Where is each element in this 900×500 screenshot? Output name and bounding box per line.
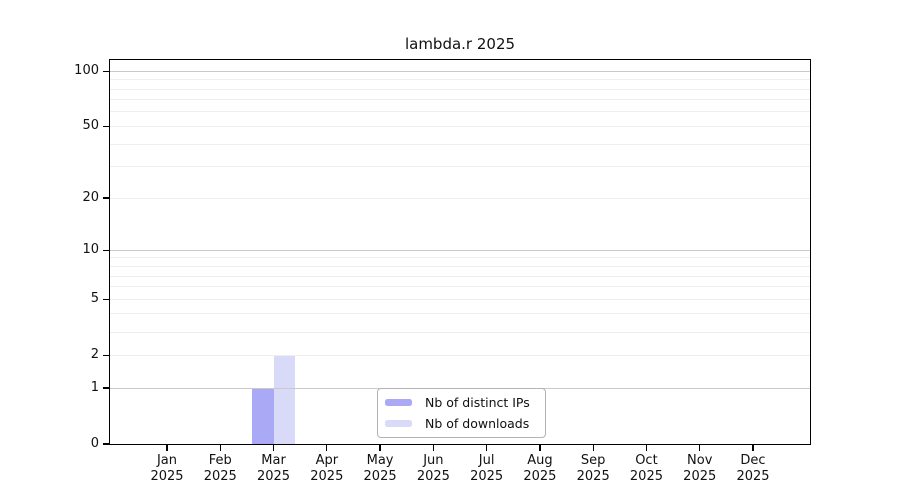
x-tick-label-sep-2025: Sep 2025 — [576, 453, 610, 484]
gridline-50 — [110, 125, 810, 127]
y-tick-50 — [103, 125, 109, 128]
x-tick-label-aug-2025: Aug 2025 — [523, 453, 557, 484]
x-tick-label-may-2025: May 2025 — [363, 453, 397, 484]
gridline-90 — [110, 79, 810, 81]
x-tick-mar-2025 — [272, 445, 275, 451]
gridline-10 — [110, 249, 810, 251]
x-tick-label-feb-2025: Feb 2025 — [203, 453, 237, 484]
x-tick-label-jun-2025: Jun 2025 — [416, 453, 450, 484]
x-tick-label-apr-2025: Apr 2025 — [310, 453, 344, 484]
y-tick-1 — [103, 387, 109, 389]
legend-label-downloads: Nb of downloads — [425, 416, 530, 431]
legend-label-distinct-ips: Nb of distinct IPs — [425, 395, 530, 410]
chart-title: lambda.r 2025 — [404, 35, 516, 53]
gridline-60 — [110, 111, 810, 113]
y-tick-label-50: 50 — [82, 118, 99, 134]
gridline-4 — [110, 313, 810, 315]
y-tick-10 — [103, 249, 109, 251]
gridline-40 — [110, 143, 810, 145]
x-tick-jan-2025 — [166, 445, 168, 451]
gridline-9 — [110, 257, 810, 259]
x-tick-apr-2025 — [326, 445, 328, 451]
y-tick-20 — [103, 197, 109, 199]
x-tick-feb-2025 — [219, 445, 221, 451]
y-tick-label-100: 100 — [74, 63, 99, 79]
x-tick-may-2025 — [379, 445, 381, 451]
x-tick-jul-2025 — [485, 445, 488, 451]
x-tick-aug-2025 — [539, 445, 541, 451]
gridline-2 — [110, 354, 810, 356]
x-tick-label-jan-2025: Jan 2025 — [150, 453, 184, 484]
x-tick-oct-2025 — [645, 445, 648, 451]
y-tick-100 — [103, 70, 109, 72]
x-tick-label-nov-2025: Nov 2025 — [683, 453, 717, 484]
y-tick-5 — [103, 298, 109, 300]
plot-area — [109, 59, 811, 445]
x-tick-jun-2025 — [432, 445, 434, 451]
gridline-8 — [110, 266, 810, 267]
gridline-80 — [110, 88, 810, 90]
x-tick-label-dec-2025: Dec 2025 — [736, 453, 770, 484]
gridline-30 — [110, 166, 810, 168]
gridlines-layer — [110, 60, 810, 444]
x-tick-dec-2025 — [752, 445, 754, 451]
gridline-7 — [110, 275, 810, 277]
gridline-6 — [110, 286, 810, 288]
y-tick-label-5: 5 — [90, 291, 99, 307]
x-tick-label-jul-2025: Jul 2025 — [470, 453, 504, 484]
legend: Nb of distinct IPs Nb of downloads — [377, 388, 546, 438]
y-tick-label-1: 1 — [90, 380, 99, 395]
y-tick-label-20: 20 — [82, 190, 99, 206]
y-tick-0 — [103, 443, 109, 445]
gridline-5 — [110, 298, 810, 300]
y-tick-label-2: 2 — [90, 347, 99, 363]
x-tick-sep-2025 — [592, 445, 594, 451]
gridline-100 — [110, 70, 810, 72]
x-tick-nov-2025 — [699, 445, 701, 451]
gridline-20 — [110, 197, 810, 199]
x-tick-label-oct-2025: Oct 2025 — [629, 453, 663, 484]
legend-swatch-distinct-ips — [385, 399, 412, 406]
y-tick-2 — [103, 354, 109, 356]
legend-item-downloads: Nb of downloads — [378, 416, 545, 431]
bar-nb-of-downloads-mar-2025 — [273, 355, 295, 444]
legend-item-distinct-ips: Nb of distinct IPs — [378, 395, 545, 410]
gridline-70 — [110, 99, 810, 101]
gridline-3 — [110, 331, 810, 333]
x-tick-label-mar-2025: Mar 2025 — [256, 453, 291, 484]
y-tick-label-0: 0 — [90, 436, 99, 451]
legend-swatch-downloads — [385, 420, 412, 427]
y-tick-label-10: 10 — [82, 242, 99, 258]
bars-layer — [110, 60, 810, 444]
bar-nb-of-distinct-ips-mar-2025 — [252, 388, 274, 444]
